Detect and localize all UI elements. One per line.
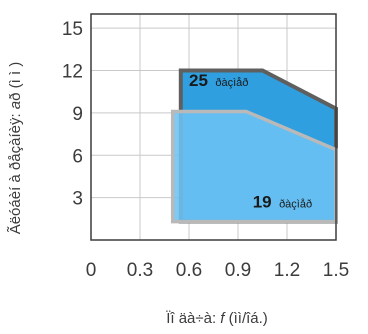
y-axis-label-prefix: Ãëóáèí à ðåçàíèÿ: bbox=[7, 109, 24, 234]
area-region-19 bbox=[170, 109, 338, 224]
region-label-19: 19 ðàçìåð bbox=[253, 193, 312, 212]
x-axis-label: Ïî äà÷à: f (ìì/îá.) bbox=[166, 310, 268, 327]
x-tick-label: 0.9 bbox=[225, 260, 251, 281]
x-tick-label: 1.2 bbox=[274, 260, 300, 281]
region-label-number: 25 bbox=[189, 71, 208, 90]
x-axis-label-variable: f bbox=[220, 310, 226, 327]
y-axis-label-variable: a bbox=[7, 101, 24, 109]
x-axis-label-prefix: Ïî äà÷à: bbox=[166, 310, 220, 327]
x-tick-label: 0 bbox=[86, 260, 97, 281]
y-tick-label: 12 bbox=[62, 62, 83, 83]
plot-frame bbox=[90, 13, 337, 241]
y-tick-label: 6 bbox=[72, 146, 83, 167]
region-label-unit: ðàçìåð bbox=[279, 199, 312, 211]
x-tick-label: 0.3 bbox=[127, 260, 153, 281]
y-tick-label: 3 bbox=[72, 189, 83, 210]
x-tick-label: 0.6 bbox=[176, 260, 202, 281]
y-axis-label-suffix: ð (ì ì ) bbox=[7, 62, 24, 101]
y-tick-label: 15 bbox=[62, 19, 83, 40]
x-axis-label-suffix: (ìì/îá.) bbox=[224, 310, 267, 327]
x-tick-label: 1.5 bbox=[323, 260, 349, 281]
y-tick-labels: 3 6 9 12 15 bbox=[62, 19, 83, 210]
region-label-25: 25 ðàçìåð bbox=[189, 71, 248, 90]
region-label-number: 19 bbox=[253, 193, 272, 212]
y-tick-label: 9 bbox=[72, 104, 83, 125]
x-tick-labels: 0 0.3 0.6 0.9 1.2 1.5 bbox=[86, 260, 350, 281]
data-areas bbox=[170, 68, 338, 224]
region-label-unit: ðàçìåð bbox=[215, 77, 248, 89]
y-axis-label: Ãëóáèí à ðåçàíèÿ: að (ì ì ) bbox=[7, 62, 24, 235]
